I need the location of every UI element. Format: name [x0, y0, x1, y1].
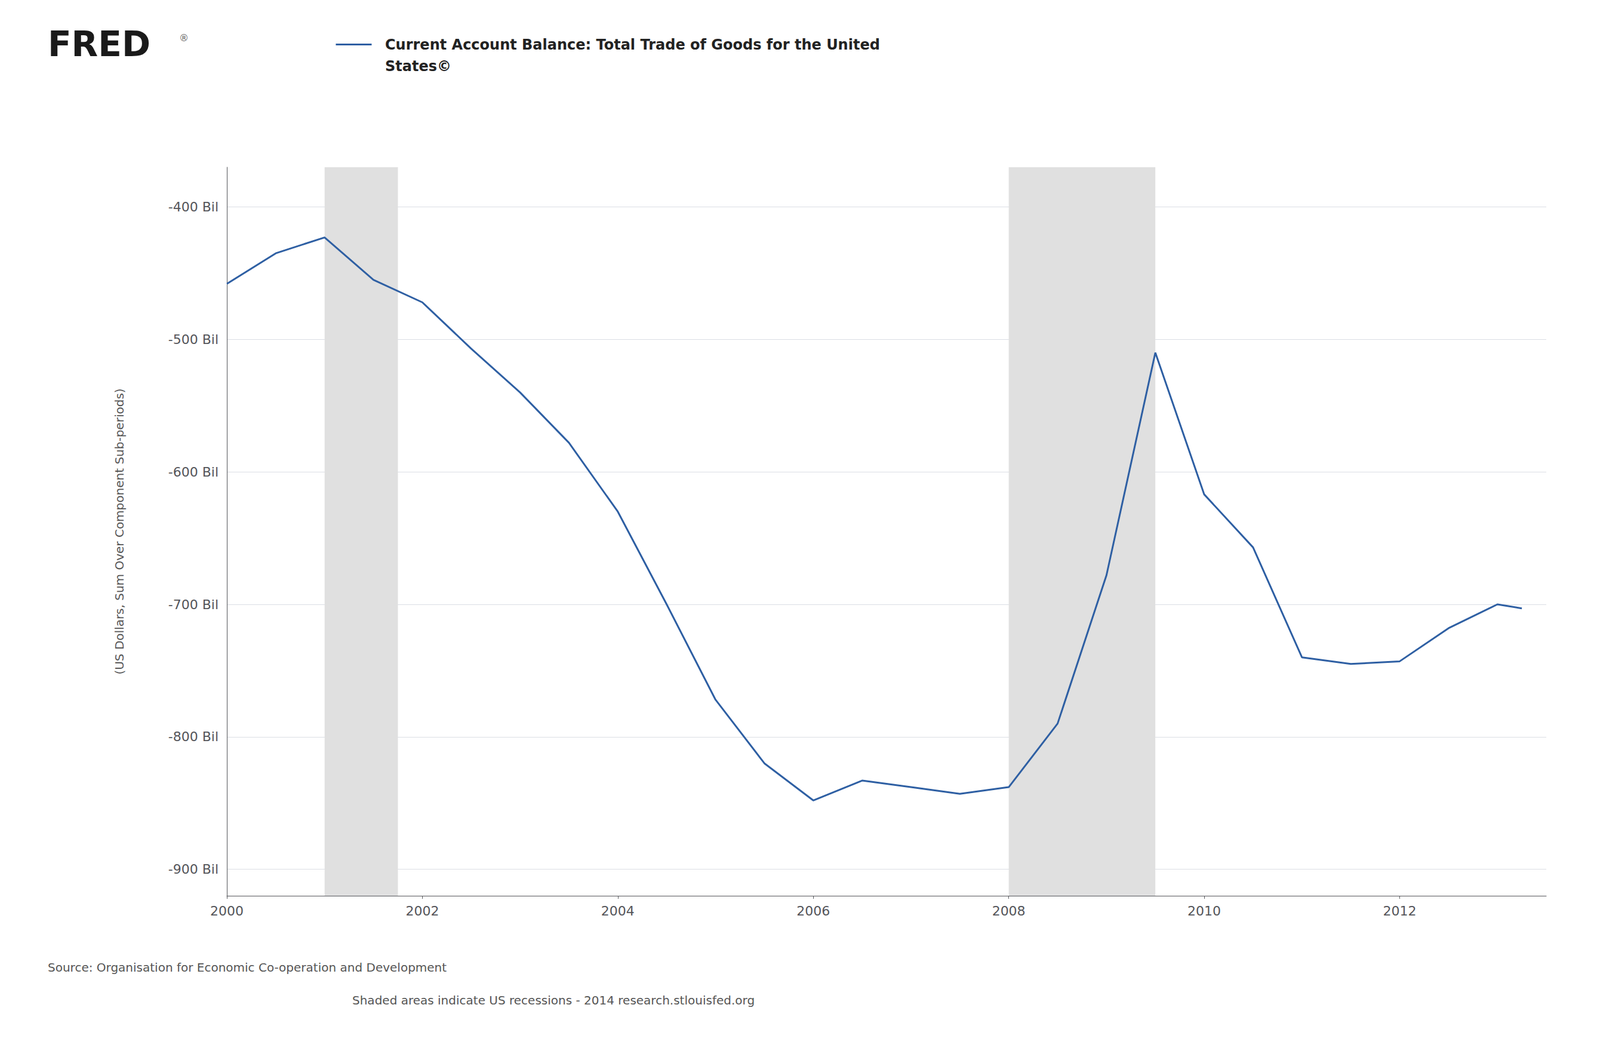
svg-text:(US Dollars, Sum Over Componen: (US Dollars, Sum Over Component Sub-peri… — [112, 388, 127, 675]
svg-text:Source: Organisation for Econo: Source: Organisation for Economic Co-ope… — [47, 960, 447, 975]
svg-text:2008: 2008 — [992, 903, 1026, 919]
svg-text:-700 Bil: -700 Bil — [168, 597, 219, 612]
svg-text:-600 Bil: -600 Bil — [168, 464, 219, 480]
svg-text:Current Account Balance: Total: Current Account Balance: Total Trade of … — [385, 36, 880, 54]
svg-text:2000: 2000 — [210, 903, 244, 919]
svg-text:FRED: FRED — [47, 23, 151, 65]
svg-text:2012: 2012 — [1382, 903, 1417, 919]
svg-text:2006: 2006 — [796, 903, 830, 919]
svg-text:2010: 2010 — [1187, 903, 1221, 919]
svg-text:-900 Bil: -900 Bil — [168, 861, 219, 877]
svg-text:-500 Bil: -500 Bil — [168, 331, 219, 347]
svg-text:Shaded areas indicate US reces: Shaded areas indicate US recessions - 20… — [352, 992, 755, 1008]
svg-text:®: ® — [179, 32, 189, 44]
svg-text:2004: 2004 — [601, 903, 635, 919]
svg-text:-800 Bil: -800 Bil — [168, 728, 219, 744]
svg-text:2002: 2002 — [405, 903, 439, 919]
svg-text:-400 Bil: -400 Bil — [168, 199, 219, 215]
svg-text:States©: States© — [385, 57, 452, 75]
